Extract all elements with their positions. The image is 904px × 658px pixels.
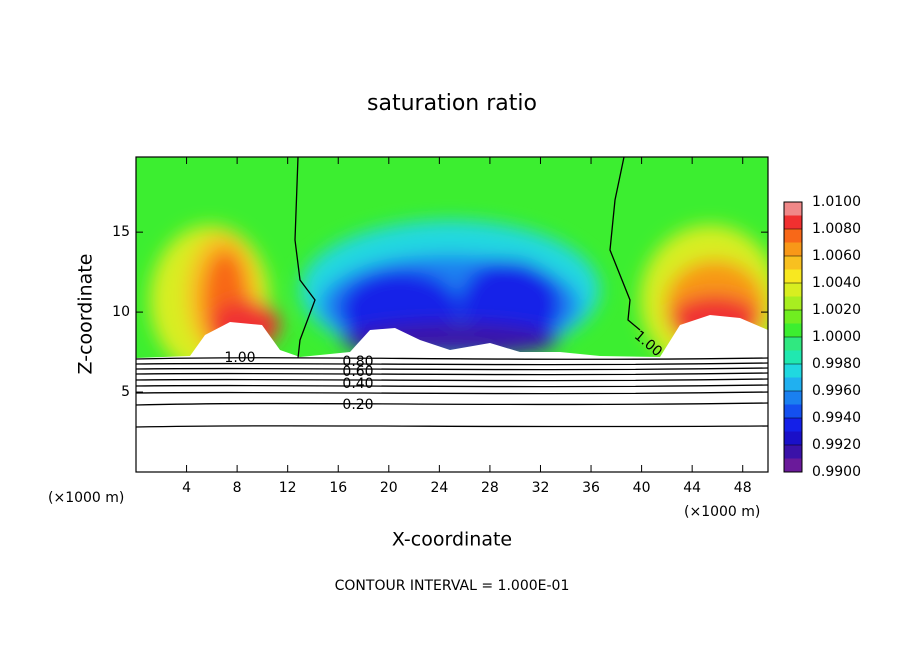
chart-title: saturation ratio bbox=[367, 91, 537, 116]
colorbar-band bbox=[784, 364, 802, 378]
colorbar-label: 0.9920 bbox=[812, 437, 861, 453]
contour-label: 0.60 bbox=[342, 364, 373, 380]
colorbar-band bbox=[784, 337, 802, 351]
x-tick-label: 12 bbox=[279, 480, 297, 496]
colorbar-band bbox=[784, 350, 802, 364]
x-tick-label: 48 bbox=[734, 480, 752, 496]
y-axis-label: Z-coordinate bbox=[75, 254, 97, 375]
x-tick-label: 32 bbox=[532, 480, 550, 496]
colorbar-band bbox=[784, 256, 802, 270]
x-unit: (×1000 m) bbox=[48, 490, 124, 506]
colorbar-band bbox=[784, 391, 802, 405]
x-tick-label: 44 bbox=[683, 480, 701, 496]
colorbar-label: 1.0100 bbox=[812, 194, 861, 210]
colorbar-band bbox=[784, 242, 802, 256]
colorbar-band bbox=[784, 445, 802, 459]
colorbar-label: 1.0080 bbox=[812, 221, 861, 237]
x-tick-label: 8 bbox=[233, 480, 242, 496]
colorbar-label: 1.0060 bbox=[812, 248, 861, 264]
x-tick-label: 28 bbox=[481, 480, 499, 496]
x-axis-label: X-coordinate bbox=[392, 529, 512, 551]
colorbar-band bbox=[784, 431, 802, 445]
colorbar-label: 1.0040 bbox=[812, 275, 861, 291]
colorbar-label: 1.0020 bbox=[812, 302, 861, 318]
colorbar-label: 0.9960 bbox=[812, 383, 861, 399]
colorbar-band bbox=[784, 323, 802, 337]
colorbar-band bbox=[784, 215, 802, 229]
y-tick-label: 15 bbox=[112, 224, 130, 240]
x-tick-label: 36 bbox=[582, 480, 600, 496]
x-tick-label: 40 bbox=[633, 480, 651, 496]
colorbar-band bbox=[784, 377, 802, 391]
field bbox=[136, 157, 768, 472]
footer: CONTOUR INTERVAL = 1.000E-01 bbox=[335, 578, 570, 594]
colorbar-band bbox=[784, 296, 802, 310]
contour-label: 0.40 bbox=[342, 376, 373, 392]
colorbar-label: 0.9980 bbox=[812, 356, 861, 372]
colorbar-band bbox=[784, 283, 802, 297]
contour-label: 0.20 bbox=[342, 397, 373, 413]
colorbar-label: 0.9900 bbox=[812, 464, 861, 480]
x-tick-label: 24 bbox=[430, 480, 448, 496]
colorbar-label: 0.9940 bbox=[812, 410, 861, 426]
x-tick-label: 16 bbox=[329, 480, 347, 496]
colorbar-band bbox=[784, 229, 802, 243]
colorbar-label: 1.0000 bbox=[812, 329, 861, 345]
colorbar-band bbox=[784, 404, 802, 418]
colorbar-band bbox=[784, 310, 802, 324]
colorbar-band bbox=[784, 202, 802, 216]
y-tick-label: 10 bbox=[112, 304, 130, 320]
colorbar-band bbox=[784, 458, 802, 472]
colorbar-band bbox=[784, 269, 802, 283]
contour-label: 0.80 bbox=[342, 354, 373, 370]
colorbar-band bbox=[784, 418, 802, 432]
x-unit: (×1000 m) bbox=[684, 504, 760, 520]
contour-label: 1.00 bbox=[224, 350, 255, 366]
x-tick-label: 4 bbox=[182, 480, 191, 496]
x-tick-label: 20 bbox=[380, 480, 398, 496]
plot-frame bbox=[135, 156, 769, 473]
y-tick-label: 5 bbox=[121, 384, 130, 400]
